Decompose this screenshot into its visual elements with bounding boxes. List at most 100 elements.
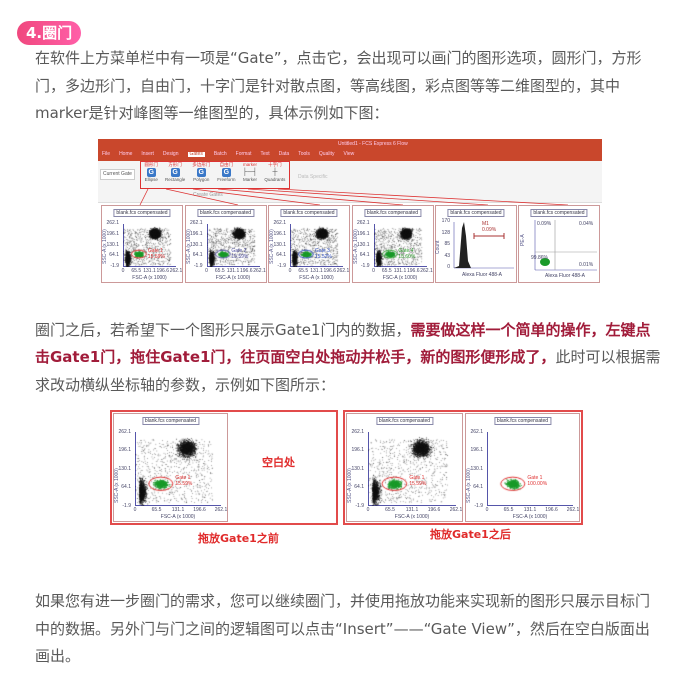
y-tick-label: 196.1: [118, 447, 131, 453]
y-tick-label: 130.1: [189, 241, 203, 248]
x-axis-label: Alexa Fluor 488-A: [462, 271, 503, 278]
menu-item-batch[interactable]: Batch: [213, 150, 227, 157]
gate-label[interactable]: Gate 3 15.52%: [315, 248, 332, 260]
y-tick-label: 130.1: [351, 465, 364, 472]
menu-item-home[interactable]: Home: [119, 150, 133, 157]
y-tick-label: 64.1: [276, 252, 286, 259]
gate-tool-polygon[interactable]: 多边形门 G Polygon: [192, 162, 210, 188]
data-specific-button[interactable]: Data Specific: [298, 173, 328, 180]
gate-tool-quadrants[interactable]: 十字门 ┼ Quadrants: [264, 162, 285, 188]
gate-g-icon: G: [170, 167, 180, 177]
y-tick-label: 196.1: [356, 230, 370, 237]
quadrant-percent: 99.86%: [531, 254, 548, 261]
gate-tool-ellipse[interactable]: 圆形门 G Ellipse: [145, 162, 159, 188]
menu-item-quality[interactable]: Quality: [318, 150, 335, 157]
y-axis-label: PE-A: [520, 233, 526, 246]
plot-title: blank.fcs compensated: [447, 208, 505, 217]
after-drag-figure: blank.fcs compensated 262.1 196.1 130.1 64.1…: [343, 410, 583, 525]
x-tick-label: 196.6: [427, 507, 441, 513]
menu-item-file[interactable]: File: [102, 150, 111, 157]
x-tick-label: 0: [485, 507, 489, 513]
gate-tools-group: 圆形门 G Ellipse 方形门 G Rectangle 多边形门 G Polygon 自由门 G…: [140, 160, 290, 189]
caption-after: 拖放Gate1之后: [430, 528, 511, 541]
gate-name: Gate 1: [527, 474, 543, 481]
histogram-plot[interactable]: blank.fcs compensated 170 128 85 43 0 M1 0.09% C…: [435, 204, 517, 283]
y-axis-label: SSC-A (x 1000): [269, 228, 275, 264]
y-tick-label: 64.1: [109, 252, 119, 259]
scatter-plot[interactable]: blank.fcs compensated 262.1 196.1 130.1 64.1…: [184, 204, 267, 283]
x-tick-label: 131.1: [393, 267, 407, 274]
paragraph-3: 如果您有进一步圈门的需求，您可以继续圈门，并使用拖放功能来实现新的图形只展示目标…: [35, 592, 651, 665]
x-tick-label: 131.1: [171, 507, 185, 513]
tool-label: Freeform: [217, 176, 236, 182]
quadrant-percent: 0.01%: [579, 261, 594, 268]
group-label: Create Gates: [193, 191, 223, 198]
gate-label[interactable]: Gate 1 100.00%: [527, 475, 547, 487]
x-tick-label: 65.5: [131, 267, 142, 274]
gate-name: Gate 1: [409, 474, 425, 481]
marker-icon: ├─┤: [242, 168, 258, 176]
gate-label[interactable]: Gate 4 15.60%: [398, 248, 415, 260]
plot-title: blank.fcs compensated: [375, 417, 434, 425]
x-tick-label: 131.1: [310, 267, 323, 274]
menu-item-format[interactable]: Format: [235, 150, 252, 157]
quadrant-chart: [534, 219, 597, 270]
x-tick-label: 65.5: [151, 507, 162, 513]
x-tick-label: 131.1: [523, 507, 537, 513]
scatter-plot[interactable]: blank.fcs compensated 262.1 196.1 130.1 64.1…: [351, 204, 434, 283]
gate-tool-rectangle[interactable]: 方形门 G Rectangle: [165, 162, 185, 188]
marker-name: M1: [482, 220, 489, 227]
gate-g-icon: G: [146, 167, 156, 177]
current-gate-box[interactable]: Current Gate: [100, 168, 135, 180]
gate-tool-freeform[interactable]: 自由门 G Freeform: [217, 162, 235, 188]
menu-item-view[interactable]: View: [343, 150, 355, 157]
y-axis-label: SSC-A (x 1000): [185, 228, 192, 264]
x-tick-label: 65.5: [298, 267, 309, 274]
x-tick-label: 196.6: [406, 267, 420, 274]
gate-label[interactable]: Gate 1 15.59%: [409, 475, 426, 487]
scatter-points: [206, 223, 260, 267]
ribbon: Current Gate 圆形门 G Ellipse 方形门 G Rectangle 多边形…: [98, 160, 602, 203]
y-tick-label: 262.1: [189, 220, 203, 226]
scatter-plot[interactable]: blank.fcs compensated 262.1 196.1 130.1 64.1…: [113, 413, 228, 522]
quadrant-plot[interactable]: blank.fcs compensated 0.09% 0.04% 99.86% 0.0…: [518, 204, 600, 283]
menu-item-text[interactable]: Text: [260, 150, 270, 157]
window-title: Untitled1 - FCS Express 6 Flow: [338, 140, 408, 147]
menu-item-insert[interactable]: Insert: [141, 150, 154, 157]
text: 此时可以根据需求改动横纵坐标轴的参数，示例如下图所示：: [35, 348, 661, 394]
gate-name: Gate 1: [147, 248, 163, 255]
x-tick-label: 131.1: [405, 507, 419, 513]
x-axis-label: FSC-A (x 1000): [512, 514, 548, 520]
menu-item-tools[interactable]: Tools: [298, 150, 310, 157]
menu-item-gates[interactable]: Gates: [187, 150, 205, 157]
gate-label[interactable]: Gate 1 15.59%: [175, 475, 192, 487]
marker-label[interactable]: M1 0.09%: [482, 221, 496, 233]
gate-name: Gate 4: [398, 248, 414, 255]
scatter-plot[interactable]: blank.fcs compensated 262.1 196.1 130.1 64.1…: [101, 204, 183, 283]
tool-label: Quadrants: [264, 176, 286, 182]
gate-g-icon: G: [221, 167, 231, 177]
x-tick-label: 196.6: [193, 507, 206, 513]
plot-title: blank.fcs compensated: [363, 208, 422, 217]
x-tick-label: 0: [288, 267, 292, 274]
tool-label: Rectangle: [165, 176, 186, 182]
scatter-plot[interactable]: blank.fcs compensated 262.1 196.1 130.1 64.1…: [346, 413, 463, 522]
y-tick-label: 196.1: [470, 447, 483, 453]
tool-tag: marker: [242, 161, 257, 167]
scatter-plot[interactable]: blank.fcs compensated 262.1 196.1 130.1 64.1…: [465, 413, 580, 522]
x-tick-label: 262.1: [566, 507, 580, 513]
gate-percent: 15.52%: [314, 254, 332, 261]
plot-title: blank.fcs compensated: [196, 208, 255, 217]
x-axis-label: FSC-A (x 1000): [215, 274, 251, 281]
y-tick-label: -1.9: [193, 263, 203, 269]
before-drag-figure: blank.fcs compensated 262.1 196.1 130.1 64.1…: [110, 410, 338, 525]
gate-tool-marker[interactable]: marker ├─┤ Marker: [243, 162, 258, 188]
gate-label[interactable]: Gate 2 15.59%: [231, 248, 248, 260]
menu-item-design[interactable]: Design: [162, 150, 179, 157]
gate-label[interactable]: Gate 1 15.59%: [148, 248, 165, 260]
scatter-plot[interactable]: blank.fcs compensated 262.1 196.1 130.1 64.1…: [268, 204, 350, 283]
plot-title: blank.fcs compensated: [280, 208, 338, 217]
x-tick-label: 196.6: [545, 507, 558, 513]
menu-item-data[interactable]: Data: [278, 150, 290, 157]
x-tick-label: 196.6: [323, 267, 337, 274]
